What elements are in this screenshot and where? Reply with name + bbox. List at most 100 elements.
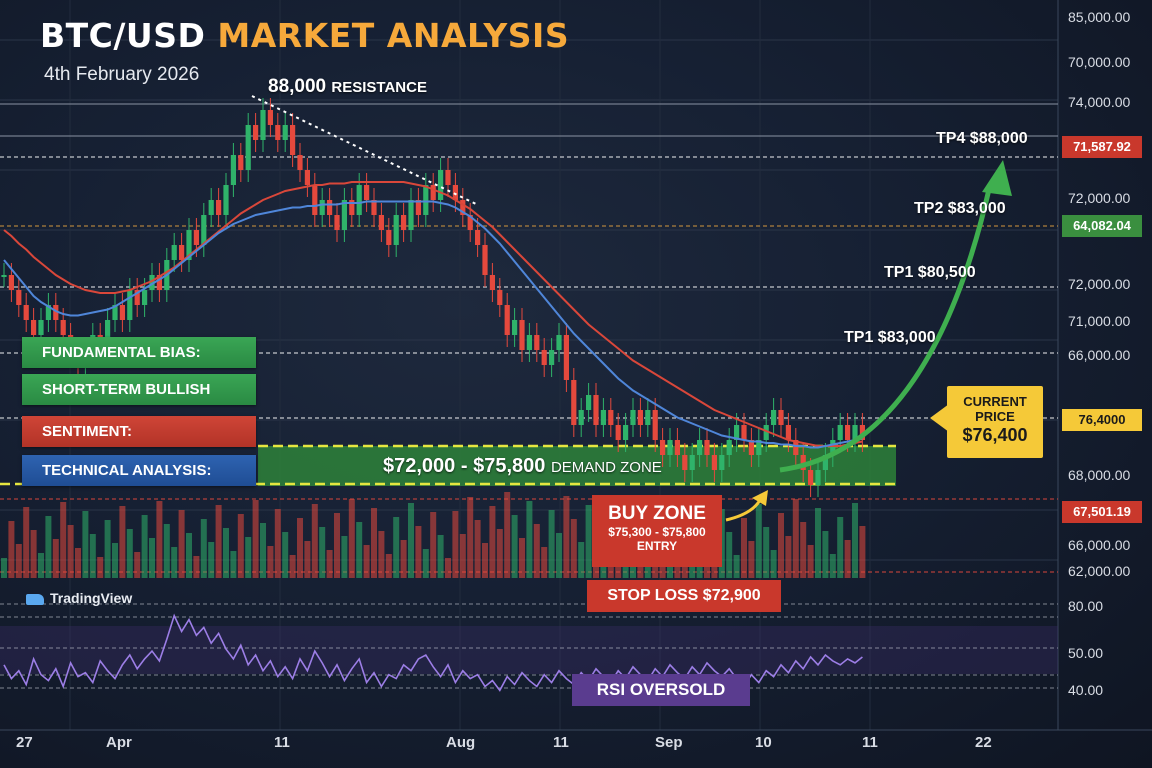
volume-bar — [60, 502, 67, 578]
tp4-price-tag: 71,587.92 — [1062, 136, 1142, 158]
candle-body — [467, 215, 473, 230]
volume-bar — [452, 511, 459, 578]
price-axis-label: 71,000.00 — [1068, 313, 1131, 329]
price-axis-label: 72,000.00 — [1068, 276, 1131, 292]
volume-bar — [1, 558, 7, 578]
candle-body — [756, 440, 762, 455]
candle-body — [364, 185, 370, 200]
candle-body — [23, 305, 29, 320]
volume-bar — [563, 496, 570, 578]
candle-body — [608, 410, 614, 425]
volume-bar — [378, 531, 385, 578]
volume-bar — [178, 510, 185, 578]
price-axis-label: 85,000.00 — [1068, 9, 1131, 25]
candle-body — [319, 200, 325, 215]
volume-bar — [393, 517, 400, 578]
candle-body — [179, 245, 185, 260]
candle-body — [112, 305, 118, 320]
volume-bar — [289, 555, 296, 578]
volume-bar — [230, 551, 237, 578]
candle-body — [711, 455, 717, 470]
candle-body — [497, 290, 503, 305]
candle-body — [8, 275, 14, 290]
buy-zone-callout: BUY ZONE $75,300 - $75,800 ENTRY — [592, 495, 722, 567]
rsi-axis-label: 40.00 — [1068, 682, 1104, 698]
buy-zone-title: BUY ZONE — [608, 503, 706, 524]
volume-bar — [415, 526, 422, 578]
badge-short-term-bullish: SHORT-TERM BULLISH — [22, 374, 256, 405]
volume-bar — [23, 507, 30, 578]
volume-bar — [474, 520, 481, 578]
volume-bar — [385, 554, 392, 578]
volume-bar — [326, 550, 333, 578]
volume-bar — [363, 545, 370, 578]
volume-bar — [141, 515, 148, 578]
volume-bar — [156, 501, 163, 578]
volume-bar — [459, 534, 466, 578]
candle-body — [149, 275, 155, 290]
candle-body — [423, 185, 429, 215]
price-axis-label: 66,000.00 — [1068, 347, 1131, 363]
candle-body — [341, 200, 347, 230]
candle-body — [549, 350, 555, 365]
candle-body — [60, 320, 66, 335]
volume-bar — [548, 510, 555, 578]
candle-body — [267, 110, 273, 125]
volume-bar — [489, 506, 496, 578]
projection-arrow-path — [779, 184, 993, 473]
volume-bar — [371, 508, 377, 578]
candle-body — [297, 155, 303, 170]
volume-bar — [126, 529, 133, 578]
candle-body — [519, 320, 525, 350]
candle-body — [378, 215, 384, 230]
candle-body — [193, 230, 199, 245]
candle-body — [452, 185, 458, 200]
volume-bar — [844, 540, 851, 578]
candle-body — [719, 455, 725, 470]
volume-bar — [733, 555, 740, 578]
candle-body — [674, 440, 680, 455]
volume-bar — [319, 527, 326, 578]
candle-body — [763, 425, 769, 440]
candle-body — [393, 215, 399, 245]
candle-body — [38, 320, 44, 335]
candle-body — [600, 410, 606, 425]
candle-body — [504, 305, 510, 335]
candle-body — [127, 290, 133, 320]
candle-body — [327, 200, 333, 215]
volume-bar — [792, 499, 799, 578]
volume-bar — [852, 503, 858, 578]
badge-fundamental-bias: FUNDAMENTAL BIAS: — [22, 337, 256, 368]
candle-body — [541, 350, 547, 365]
candle-body — [460, 200, 466, 215]
candle-body — [682, 455, 688, 470]
candle-body — [415, 200, 421, 215]
tp2-price-tag: 64,082.04 — [1062, 215, 1142, 237]
candle-body — [401, 215, 407, 230]
current-price-tag: 76,4000 — [1062, 409, 1142, 431]
buy-zone-arrow-head — [752, 490, 768, 506]
volume-bar — [297, 518, 303, 578]
candle-body — [697, 440, 703, 455]
candle-body — [105, 320, 111, 350]
volume-bar — [267, 546, 274, 578]
current-price-callout: CURRENT PRICE $76,400 — [947, 386, 1043, 458]
volume-bar — [815, 508, 821, 578]
volume-bar — [38, 553, 44, 578]
candle-body — [445, 170, 451, 185]
candle-body — [741, 425, 747, 440]
volume-bar — [8, 521, 15, 578]
x-axis-label: Apr — [106, 734, 132, 751]
volume-bar — [334, 513, 340, 578]
volume-bar — [311, 504, 318, 578]
resistance-value: 88,000 — [268, 76, 327, 97]
candle-body — [475, 230, 481, 245]
x-axis-label: 11 — [862, 734, 878, 751]
candle-body — [275, 125, 281, 140]
candle-body — [852, 425, 858, 440]
candle-body — [660, 440, 666, 455]
volume-bar — [511, 515, 518, 578]
price-axis-label: 68,000.00 — [1068, 467, 1131, 483]
x-axis-label: Sep — [655, 734, 683, 751]
volume-bar — [223, 528, 229, 578]
